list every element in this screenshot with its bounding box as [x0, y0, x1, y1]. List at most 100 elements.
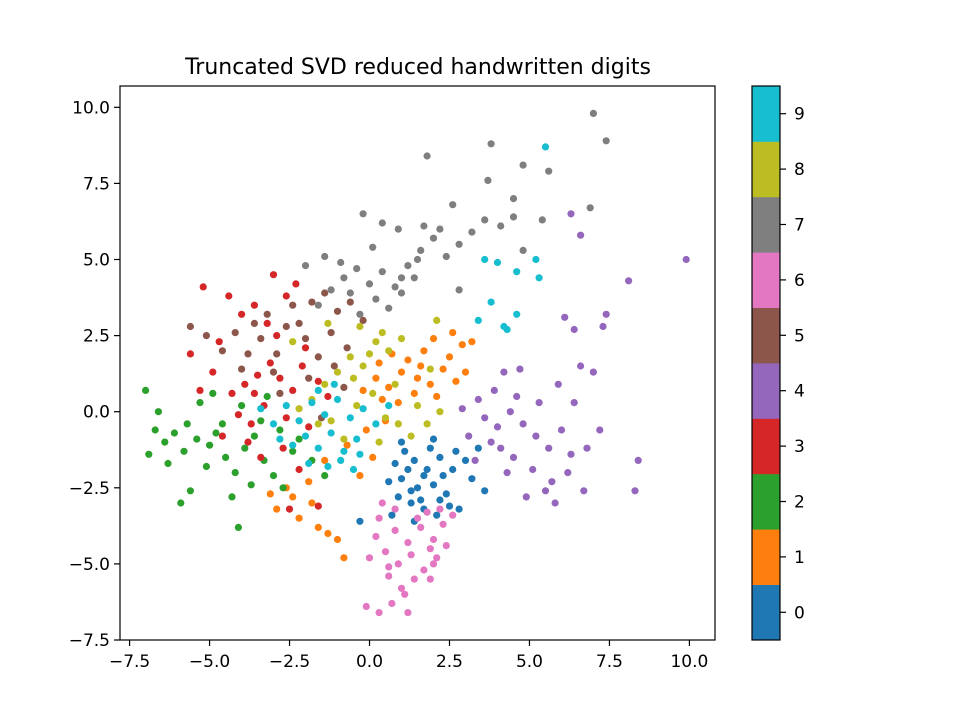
data-point-6-11	[385, 572, 393, 580]
data-point-3-32	[305, 423, 313, 431]
data-point-1-9	[410, 389, 418, 397]
data-point-7-40	[369, 243, 377, 251]
colorbar-tick-label: 4	[794, 382, 805, 402]
data-point-1-3	[413, 374, 422, 382]
data-point-8-4	[333, 368, 342, 376]
data-point-3-25	[314, 377, 322, 385]
data-point-3-14	[238, 310, 246, 318]
data-point-4-10	[513, 392, 521, 401]
data-point-7-29	[509, 195, 518, 203]
data-point-0-5	[397, 475, 406, 483]
data-point-6-19	[388, 599, 396, 608]
data-point-9-34	[356, 450, 364, 458]
data-point-8-19	[378, 329, 386, 337]
data-point-4-30	[602, 310, 610, 318]
data-point-9-29	[474, 316, 482, 324]
data-point-2-17	[164, 459, 172, 468]
colorbar-swatch-5	[752, 307, 780, 364]
data-point-2-3	[170, 429, 178, 437]
data-point-1-32	[340, 554, 348, 562]
data-point-9-4	[333, 395, 342, 404]
data-point-2-0	[142, 386, 150, 394]
data-point-4-33	[583, 444, 591, 452]
data-point-4-11	[535, 399, 543, 407]
x-tick-label: 10.0	[670, 652, 708, 672]
data-point-1-23	[362, 426, 370, 434]
data-point-3-1	[254, 371, 262, 379]
data-point-3-30	[250, 389, 258, 397]
data-point-8-1	[359, 362, 367, 370]
data-point-3-13	[250, 301, 258, 309]
data-point-7-8	[429, 234, 438, 242]
data-point-7-43	[397, 274, 406, 282]
colorbar-tick-label: 7	[794, 216, 805, 236]
data-point-7-30	[509, 213, 518, 221]
data-point-6-10	[372, 532, 380, 541]
data-point-1-39	[308, 499, 316, 507]
data-point-8-18	[356, 322, 364, 331]
data-point-7-27	[484, 176, 492, 184]
data-point-7-9	[442, 252, 450, 261]
data-point-8-12	[436, 408, 444, 416]
data-point-0-16	[452, 447, 460, 455]
data-point-1-20	[468, 338, 476, 346]
data-point-6-20	[362, 602, 370, 611]
data-point-5-2	[218, 347, 226, 355]
data-point-5-6	[269, 368, 278, 376]
data-point-6-29	[391, 505, 399, 513]
data-point-5-12	[346, 298, 354, 306]
data-point-9-18	[385, 402, 393, 410]
data-point-7-45	[455, 286, 463, 294]
data-point-3-5	[289, 386, 297, 394]
data-point-5-18	[276, 389, 284, 397]
data-point-6-8	[420, 566, 428, 574]
data-point-2-20	[257, 417, 265, 425]
data-point-4-18	[564, 469, 572, 477]
data-point-7-16	[410, 274, 418, 282]
data-point-9-8	[289, 441, 297, 449]
data-point-0-30	[385, 478, 393, 486]
data-point-7-26	[487, 140, 495, 148]
data-point-7-20	[321, 252, 329, 261]
data-point-5-1	[202, 332, 210, 340]
y-tick-label: −2.5	[69, 479, 110, 499]
data-point-5-7	[282, 322, 290, 331]
data-point-7-15	[397, 289, 406, 297]
data-point-7-7	[417, 246, 425, 254]
data-point-2-2	[161, 438, 169, 446]
data-point-8-23	[391, 380, 399, 388]
data-point-2-5	[193, 435, 201, 443]
y-tick-label: 10.0	[72, 98, 110, 118]
data-point-2-8	[222, 453, 230, 461]
data-point-3-26	[324, 392, 332, 401]
data-point-4-39	[682, 255, 690, 264]
data-point-8-7	[369, 389, 377, 397]
data-point-9-10	[314, 444, 322, 452]
data-point-7-1	[340, 274, 348, 282]
y-tick-label: −5.0	[69, 555, 110, 575]
data-point-8-3	[385, 347, 393, 355]
data-point-9-19	[269, 420, 278, 428]
data-point-1-24	[343, 441, 351, 449]
data-point-1-28	[273, 505, 281, 513]
data-point-4-35	[631, 487, 639, 495]
data-point-4-22	[465, 432, 473, 440]
data-point-5-20	[263, 310, 271, 318]
data-point-3-20	[218, 432, 226, 440]
data-point-5-25	[250, 319, 258, 327]
data-point-0-27	[429, 435, 438, 443]
data-point-1-30	[314, 523, 322, 532]
colorbar-swatch-7	[752, 196, 780, 253]
colorbar-tick-label: 6	[794, 271, 805, 291]
data-point-8-25	[349, 374, 358, 382]
x-tick-label: 0.0	[356, 652, 383, 672]
y-axis: −7.5 −5.0 −2.5 0.0 2.5 5.0 7.5 10.0	[69, 98, 120, 651]
data-point-9-22	[481, 255, 489, 264]
data-point-4-19	[580, 487, 588, 495]
data-point-4-3	[519, 420, 527, 428]
data-point-7-10	[455, 240, 463, 248]
y-tick-label: −7.5	[69, 631, 110, 651]
data-point-6-0	[391, 526, 399, 535]
data-point-3-29	[292, 280, 300, 288]
data-point-6-25	[413, 514, 422, 522]
